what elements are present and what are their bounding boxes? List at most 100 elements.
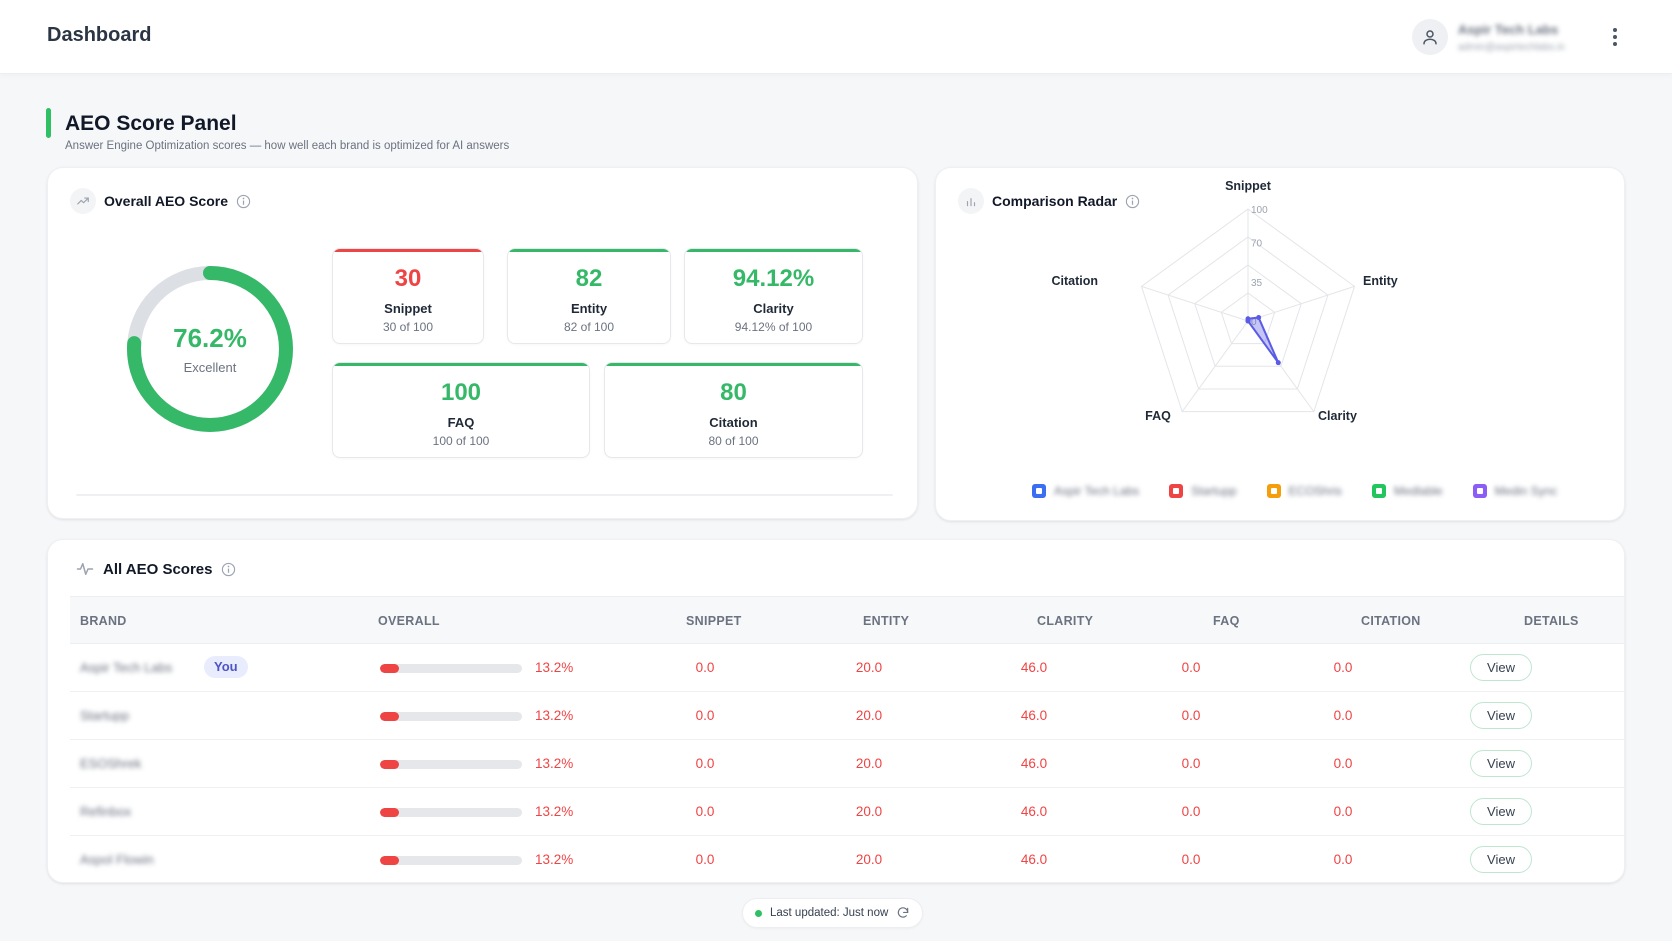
overall-card-header: Overall AEO Score [70,188,251,214]
overall-value: 13.2% [535,852,574,867]
radar-spoke [1141,285,1249,322]
radar-grid-ring [1140,208,1356,413]
legend-label: Startupp [1191,484,1237,498]
info-icon[interactable] [1125,194,1140,209]
snippet-value: 0.0 [695,708,715,723]
all-scores-card: All AEO Scores BRAND OVERALL SNIPPET ENT… [47,539,1625,883]
metric-name: Snippet [384,301,432,316]
radar-point [1245,318,1251,324]
view-button[interactable]: View [1470,846,1532,873]
overall-value: 13.2% [535,708,574,723]
radar-grid-ring [1194,264,1302,367]
col-entity[interactable]: ENTITY [863,614,910,628]
clarity-value: 46.0 [1020,756,1048,771]
clarity-value: 46.0 [1020,852,1048,867]
page-title: AEO Score Panel [65,112,237,135]
radar-series-area [1247,316,1280,364]
brand-name: Aspol Flowin [80,852,154,867]
metric-card-snippet: 30 Snippet 30 of 100 [332,248,484,344]
snippet-value: 0.0 [695,804,715,819]
metric-card-citation: 80 Citation 80 of 100 [604,362,863,458]
metric-sub: 82 of 100 [563,320,615,334]
metric-value: 100 [440,379,482,406]
overall-score-value: 76.2% [173,323,247,353]
metric-name: Citation [709,415,758,430]
citation-value: 0.0 [1333,756,1353,771]
view-button[interactable]: View [1470,654,1532,681]
legend-item[interactable]: Medlable [1371,484,1443,498]
metric-card-entity: 82 Entity 82 of 100 [507,248,671,344]
table-row: Aspir Tech Labs You 13.2% 0.0 20.0 46.0 … [70,644,1624,692]
metric-sub: 100 of 100 [432,434,490,448]
metric-value: 94.12% [732,265,815,292]
status-dot [755,909,762,917]
col-clarity[interactable]: CLARITY [1037,614,1094,628]
faq-value: 0.0 [1181,852,1201,867]
metric-sub: 30 of 100 [382,320,434,334]
snippet-value: 0.0 [695,756,715,771]
radar-grid-ring [1167,236,1329,390]
overall-card-title: Overall AEO Score [104,193,228,209]
brand-name: Startupp [80,708,130,723]
citation-value: 0.0 [1333,708,1353,723]
entity-value: 20.0 [855,660,883,675]
legend-item[interactable]: Startupp [1169,484,1237,498]
view-button[interactable]: View [1470,798,1532,825]
view-button[interactable]: View [1470,750,1532,777]
legend-label: ECOShris [1288,484,1342,498]
brand-name: Refinbox [80,804,132,819]
radar-spoke [1247,285,1355,322]
radar-spoke [1181,320,1249,412]
col-snippet[interactable]: SNIPPET [686,614,742,628]
table-row: Startupp 13.2% 0.0 20.0 46.0 0.0 0.0 Vie… [70,692,1624,740]
you-badge: You [204,656,248,678]
info-icon[interactable] [236,194,251,209]
overall-score-rating: Excellent [183,360,237,375]
metric-sub: 94.12% of 100 [734,320,813,334]
metric-sub: 80 of 100 [708,434,759,448]
legend-item[interactable]: Aspir Tech Labs [1032,484,1139,498]
table-title: All AEO Scores [103,560,213,578]
radar-chart: 100 70 35 0 Snippet Entity Clarity FAQ Citation [1051,179,1398,423]
radar-axis-label: Citation [1051,274,1098,288]
brand-name: Aspir Tech Labs [80,660,173,675]
radar-axis-label: Clarity [1318,409,1357,423]
metric-value: 82 [575,265,603,292]
overall-progress-bar [380,856,522,865]
user-menu[interactable]: Aspir Tech Labs admin@aspirtechlabs.in [1412,18,1565,56]
overall-value: 13.2% [535,660,574,675]
view-button[interactable]: View [1470,702,1532,729]
app-title: Dashboard [47,24,152,46]
col-faq[interactable]: FAQ [1213,614,1240,628]
last-updated-text: Last updated: Just now [770,907,889,919]
page-subtitle: Answer Engine Optimization scores — how … [65,140,510,152]
overall-progress-bar [380,712,522,721]
refresh-icon[interactable] [896,906,910,920]
info-icon[interactable] [221,562,236,577]
col-overall[interactable]: OVERALL [378,614,440,628]
col-citation[interactable]: CITATION [1361,614,1421,628]
bar-chart-icon [958,188,984,214]
table-row: ESOShrek 13.2% 0.0 20.0 46.0 0.0 0.0 Vie… [70,740,1624,788]
overall-progress-bar [380,760,522,769]
overall-score-donut [127,266,293,432]
user-avatar-icon[interactable] [1412,19,1448,55]
clarity-value: 46.0 [1020,804,1048,819]
more-options-icon[interactable] [1606,24,1624,50]
col-brand[interactable]: BRAND [80,614,127,628]
metric-name: Entity [570,301,608,316]
legend-swatch [1169,484,1184,498]
user-email: admin@aspirtechlabs.in [1458,41,1565,53]
metric-card-clarity: 94.12% Clarity 94.12% of 100 [684,248,863,344]
legend-item[interactable]: ECOShris [1266,484,1342,498]
user-name: Aspir Tech Labs [1458,21,1559,37]
radar-axis-label: Snippet [1225,179,1272,193]
radar-point [1256,315,1262,321]
faq-value: 0.0 [1181,708,1201,723]
entity-value: 20.0 [855,852,883,867]
citation-value: 0.0 [1333,852,1353,867]
entity-value: 20.0 [855,756,883,771]
radar-axis-label: Entity [1363,274,1398,288]
header-accent-bar [46,108,51,138]
legend-item[interactable]: Medin Sync [1472,484,1557,498]
